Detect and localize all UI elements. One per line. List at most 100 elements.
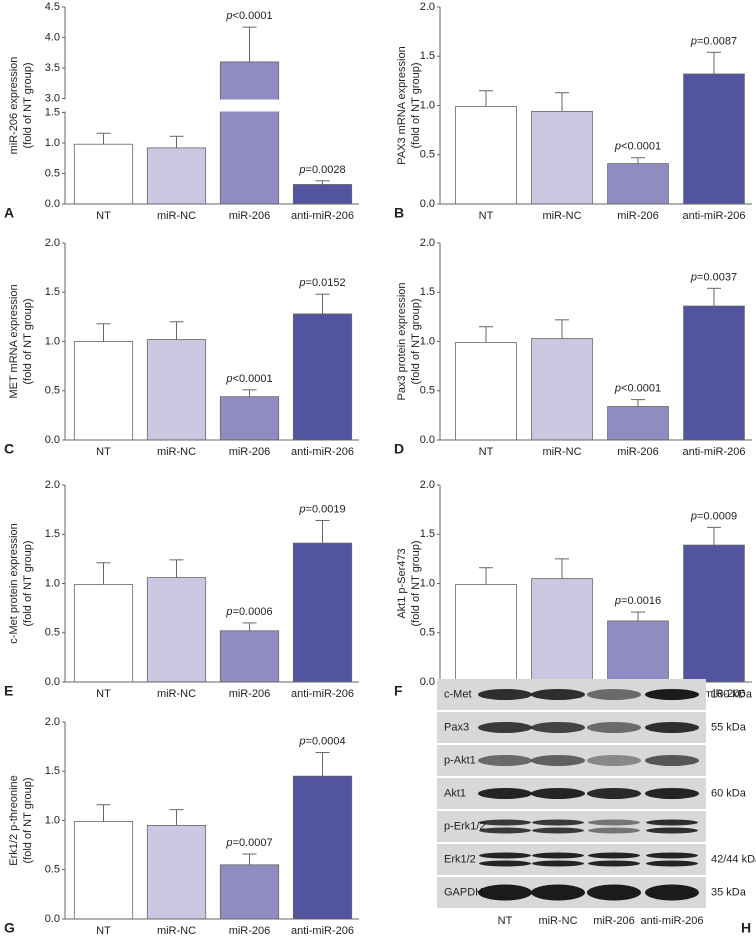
x-tick-label: NT (479, 446, 494, 458)
p-rest: <0.0001 (233, 10, 273, 22)
bar (73, 143, 134, 205)
y-tick-label: 1.5 (420, 286, 435, 298)
panel-letter: A (4, 205, 14, 221)
bar (146, 825, 207, 920)
axis-break (59, 99, 359, 112)
blot-lane-label: miR-NC (538, 915, 577, 927)
p-rest: =0.0037 (697, 271, 737, 283)
p-value-label: p=0.0016 (614, 595, 661, 607)
bar (146, 339, 207, 441)
bar (531, 111, 593, 205)
blot-row-label: c-Met (444, 688, 472, 700)
p-rest: =0.0152 (306, 277, 346, 289)
p-value-label: p=0.0004 (298, 735, 345, 747)
p-rest: =0.0087 (697, 35, 737, 47)
x-tick-label: anti-miR-206 (291, 688, 354, 700)
blot-band (588, 860, 640, 867)
bar (683, 544, 745, 683)
bar (607, 406, 669, 441)
blot-band (478, 755, 532, 766)
panel-letter: D (394, 441, 404, 457)
y-tick-label: 0.0 (45, 198, 60, 210)
y-axis-label: (fold of NT group) (22, 540, 34, 626)
p-rest: =0.0006 (233, 606, 273, 618)
y-tick-label: 2.0 (420, 237, 435, 249)
blot-band (587, 689, 641, 700)
blot-band (531, 884, 585, 901)
y-axis-label: Pax3 protein expression (396, 282, 408, 400)
p-rest: <0.0001 (621, 141, 661, 153)
y-tick-label: 0.5 (420, 149, 435, 161)
y-tick-label: 2.0 (45, 716, 60, 728)
x-tick-label: anti-miR-206 (291, 925, 354, 937)
blot-band (532, 819, 584, 826)
p-value-label: p<0.0001 (614, 383, 661, 395)
x-tick-label: NT (96, 210, 111, 222)
blot-band (645, 788, 699, 799)
y-axis-label: Akt1 p-Ser473 (396, 548, 408, 618)
blot-lane-label: miR-206 (593, 915, 635, 927)
p-symbol: p (298, 735, 305, 747)
p-symbol: p (614, 595, 621, 607)
bar (531, 578, 593, 683)
blot-band (479, 852, 531, 859)
y-axis-label: (fold of NT group) (410, 540, 422, 626)
y-axis-label: (fold of NT group) (410, 298, 422, 384)
x-tick-label: anti-miR-206 (291, 210, 354, 222)
blot-band (531, 689, 585, 700)
bar (683, 73, 745, 205)
y-tick-label: 0.5 (45, 864, 60, 876)
p-value-label: p=0.0007 (225, 837, 272, 849)
blot-size-label: 35 kDa (711, 886, 747, 898)
bar (292, 313, 353, 441)
y-tick-label: 2.0 (45, 479, 60, 491)
p-rest: <0.0001 (621, 383, 661, 395)
bar (219, 630, 280, 683)
blot-band (588, 852, 640, 859)
y-tick-label: 1.0 (420, 577, 435, 589)
y-tick-label: 1.5 (420, 50, 435, 62)
blot-band (587, 788, 641, 799)
y-tick-label: 4.0 (45, 31, 60, 43)
blot-band (646, 819, 698, 826)
bar (455, 106, 517, 205)
y-tick-label: 3.0 (45, 92, 60, 104)
p-value-label: p<0.0001 (225, 373, 272, 385)
p-value-label: p=0.0152 (298, 277, 345, 289)
y-tick-label: 2.0 (420, 479, 435, 491)
bar (607, 620, 669, 683)
panel-letter: B (394, 205, 404, 221)
bar (683, 305, 745, 441)
panel-letter: C (4, 441, 14, 457)
p-rest: =0.0016 (621, 595, 661, 607)
x-tick-label: NT (96, 925, 111, 937)
blot-band (479, 860, 531, 867)
blot-band (587, 884, 641, 901)
x-tick-label: NT (96, 688, 111, 700)
bar (73, 821, 134, 920)
blot-row-label: Pax3 (444, 721, 469, 733)
blot-band (478, 884, 532, 901)
y-tick-label: 1.5 (45, 106, 60, 118)
y-axis-label: (fold of NT group) (410, 62, 422, 148)
x-tick-label: miR-NC (157, 446, 196, 458)
blot-band (588, 819, 640, 826)
y-tick-label: 0.0 (420, 676, 435, 688)
blot-size-label: 42/44 kDa (711, 853, 756, 865)
x-tick-label: miR-206 (229, 925, 271, 937)
p-value-label: p=0.0037 (690, 271, 737, 283)
y-tick-label: 0.0 (45, 913, 60, 925)
y-axis-label: (fold of NT group) (22, 298, 34, 384)
bar (531, 338, 593, 441)
blot-band (532, 852, 584, 859)
p-rest: =0.0004 (306, 735, 346, 747)
y-tick-label: 0.0 (45, 434, 60, 446)
blot-band (531, 755, 585, 766)
bar (455, 584, 517, 683)
p-symbol: p (614, 141, 621, 153)
y-tick-label: 1.0 (45, 137, 60, 149)
blot-band (645, 689, 699, 700)
panel-letter: G (4, 920, 15, 936)
blot-size-label: 160 kDa (711, 688, 753, 700)
p-rest: =0.0019 (306, 503, 346, 515)
